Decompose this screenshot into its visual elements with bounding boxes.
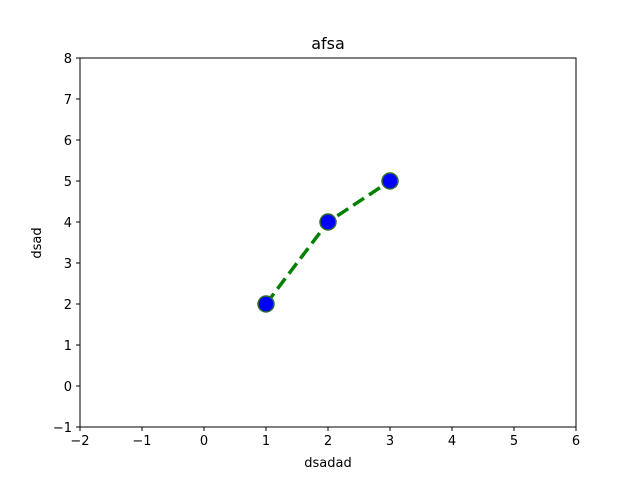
x-tick-label: 2 [324,434,332,449]
y-tick-label: 4 [64,216,72,231]
data-point [257,295,275,313]
y-tick-label: 5 [64,175,72,190]
x-tick-label: 0 [200,434,208,449]
y-tick-label: 1 [64,339,72,354]
x-tick-label: 5 [510,434,518,449]
y-tick-label: 8 [64,52,72,67]
x-tick-label: 6 [572,434,580,449]
data-point [381,172,399,190]
x-tick-label: 3 [386,434,394,449]
chart-title: afsa [311,34,345,53]
y-tick-label: 6 [64,134,72,149]
x-tick-label: −1 [132,434,151,449]
plot-frame [79,57,577,428]
y-tick-label: 3 [64,257,72,272]
data-point [319,213,337,231]
y-axis-label: dsad [30,227,45,258]
y-tick-label: −1 [53,421,72,436]
x-axis-label: dsadad [304,456,351,471]
y-tick-label: 2 [64,298,72,313]
y-tick-label: 7 [64,93,72,108]
y-tick-label: 0 [64,380,72,395]
x-tick-label: 1 [262,434,270,449]
x-tick-label: −2 [70,434,89,449]
x-tick-label: 4 [448,434,456,449]
